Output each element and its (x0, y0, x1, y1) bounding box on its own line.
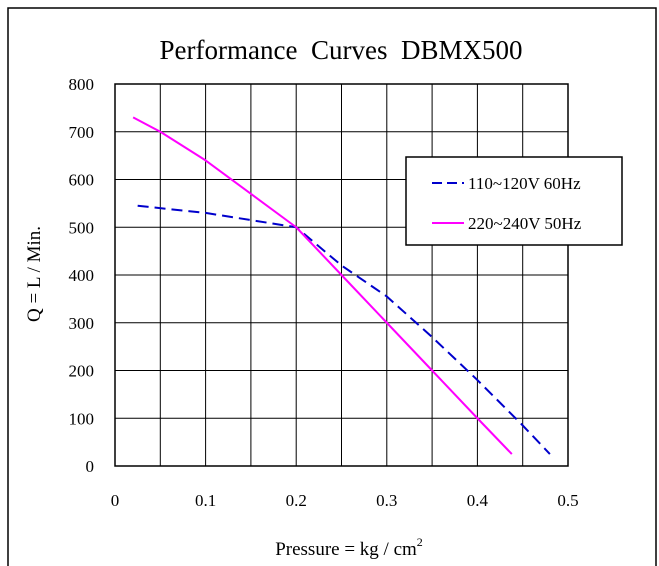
legend: 110~120V 60Hz 220~240V 50Hz (405, 156, 623, 246)
x-tick-label: 0.5 (557, 491, 578, 510)
x-tick-label: 0.3 (376, 491, 397, 510)
y-tick-label: 500 (69, 218, 95, 237)
x-tick-label: 0.2 (286, 491, 307, 510)
x-axis-label-superscript: 2 (417, 535, 423, 549)
y-tick-label: 0 (86, 457, 95, 476)
chart-title: Performance Curves DBMX500 (160, 35, 523, 65)
legend-label-1: 110~120V 60Hz (468, 174, 581, 193)
chart-frame (7, 7, 657, 566)
x-tick-label: 0.1 (195, 491, 216, 510)
x-tick-labels: 0 0.1 0.2 0.3 0.4 0.5 (111, 491, 579, 510)
y-tick-label: 600 (69, 171, 95, 190)
y-tick-labels: 0 100 200 300 400 500 600 700 800 (69, 75, 95, 476)
y-tick-label: 200 (69, 362, 95, 381)
x-tick-label: 0 (111, 491, 120, 510)
series-line-2 (132, 116, 513, 455)
legend-items: 110~120V 60Hz 220~240V 50Hz (432, 174, 582, 233)
series-line-1 (137, 204, 551, 455)
y-tick-label: 800 (69, 75, 95, 94)
x-axis-label: Pressure = kg / cm2 (275, 535, 423, 560)
legend-box (405, 156, 623, 246)
y-tick-label: 100 (69, 409, 95, 428)
plot-border (114, 83, 569, 467)
series-group (132, 116, 551, 455)
y-tick-label: 400 (69, 266, 95, 285)
x-tick-label: 0.4 (467, 491, 489, 510)
y-axis-label: Q = L / Min. (24, 226, 45, 322)
x-axis-label-text: Pressure = kg / cm (275, 539, 417, 560)
legend-label-2: 220~240V 50Hz (468, 214, 582, 233)
y-tick-label: 300 (69, 314, 95, 333)
y-tick-label: 700 (69, 123, 95, 142)
